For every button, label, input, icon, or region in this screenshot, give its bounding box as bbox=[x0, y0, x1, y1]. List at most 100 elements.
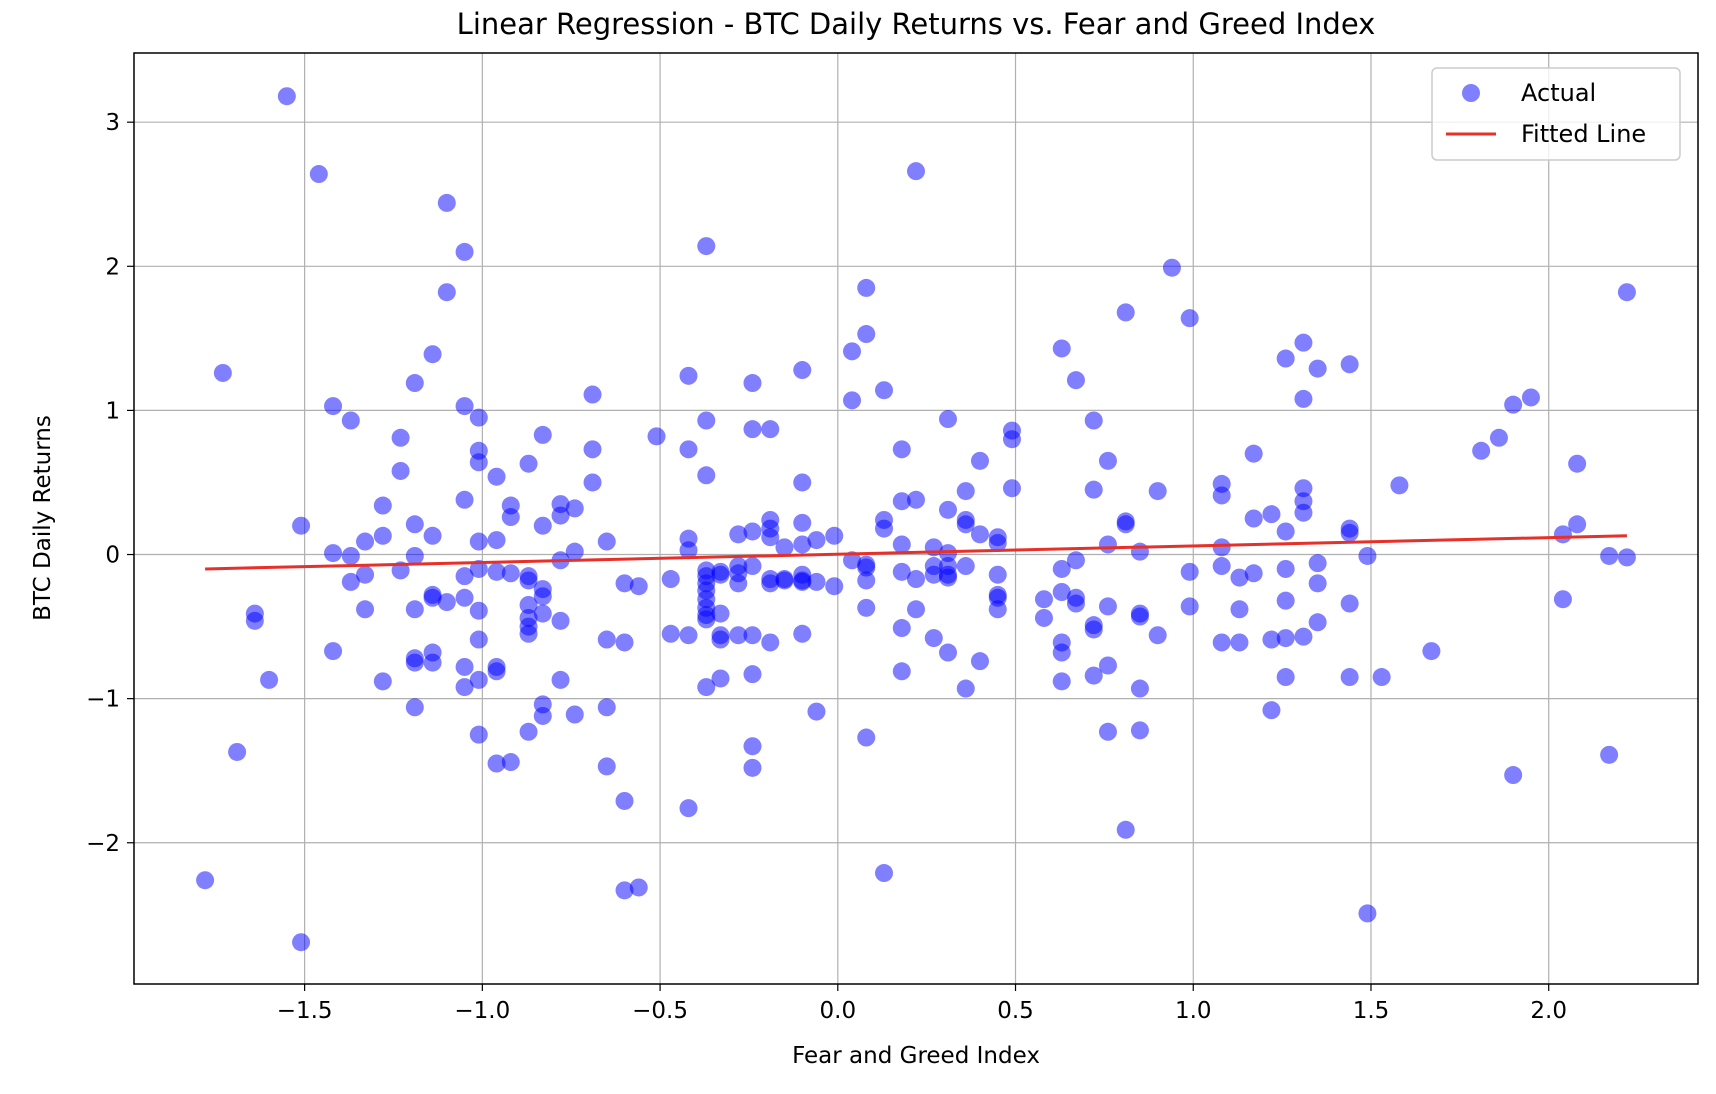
data-point bbox=[1052, 583, 1071, 601]
data-point bbox=[1372, 668, 1391, 687]
data-point bbox=[324, 544, 343, 563]
data-point bbox=[324, 397, 343, 416]
data-point bbox=[761, 528, 780, 547]
y-tick-label: 1 bbox=[105, 398, 120, 424]
data-point bbox=[1180, 562, 1199, 581]
plot-frame bbox=[133, 52, 1699, 985]
data-point bbox=[793, 535, 812, 554]
data-point bbox=[1212, 557, 1231, 576]
data-point bbox=[1600, 745, 1619, 764]
data-point bbox=[857, 571, 876, 590]
x-tick-label: −1.0 bbox=[454, 998, 510, 1024]
data-point bbox=[1180, 597, 1199, 616]
data-point bbox=[793, 572, 812, 591]
data-point bbox=[437, 593, 456, 612]
data-point bbox=[373, 526, 392, 545]
data-point bbox=[455, 657, 474, 676]
data-point bbox=[1504, 395, 1523, 414]
data-point bbox=[455, 567, 474, 586]
data-point bbox=[907, 570, 925, 589]
data-point bbox=[1340, 355, 1359, 374]
scatter-points bbox=[196, 87, 1636, 952]
data-point bbox=[729, 574, 748, 593]
data-point bbox=[1358, 546, 1377, 565]
data-point bbox=[1098, 535, 1117, 554]
data-point bbox=[1262, 505, 1281, 524]
data-point bbox=[455, 678, 474, 697]
data-point bbox=[775, 571, 794, 590]
data-point bbox=[857, 278, 876, 297]
data-point bbox=[1052, 643, 1071, 662]
data-point bbox=[907, 162, 925, 181]
data-point bbox=[501, 564, 520, 583]
data-point bbox=[405, 546, 424, 565]
data-point bbox=[761, 574, 780, 593]
data-point bbox=[1276, 668, 1295, 687]
data-point bbox=[1230, 568, 1249, 587]
data-point bbox=[292, 516, 311, 535]
data-point bbox=[1340, 523, 1359, 542]
data-point bbox=[743, 420, 762, 439]
data-point bbox=[1130, 607, 1149, 626]
data-point bbox=[1084, 411, 1103, 430]
data-point bbox=[597, 757, 616, 776]
x-axis-label: Fear and Greed Index bbox=[792, 1043, 1040, 1069]
y-tick-label: 2 bbox=[105, 254, 120, 280]
data-point bbox=[423, 345, 442, 364]
x-axis-ticks: −1.5 −1.0 −0.5 0.0 0.5 1.0 1.5 2.0 bbox=[277, 984, 1567, 1024]
data-point bbox=[519, 454, 538, 473]
data-point bbox=[938, 500, 957, 519]
data-point bbox=[843, 551, 862, 570]
data-point bbox=[615, 881, 634, 900]
x-tick-label: 1.5 bbox=[1353, 998, 1390, 1024]
data-point bbox=[1066, 551, 1085, 570]
data-point bbox=[341, 546, 360, 565]
data-point bbox=[988, 565, 1007, 584]
data-point bbox=[775, 538, 794, 557]
data-point bbox=[1472, 441, 1491, 460]
data-point bbox=[907, 600, 925, 619]
data-point bbox=[924, 629, 943, 648]
data-point bbox=[807, 572, 826, 591]
y-tick-label: 0 bbox=[105, 543, 120, 569]
data-point bbox=[1034, 590, 1053, 609]
data-point bbox=[1600, 546, 1619, 565]
data-point bbox=[1276, 522, 1295, 541]
data-point bbox=[356, 565, 375, 584]
data-point bbox=[697, 610, 716, 629]
data-point bbox=[519, 571, 538, 590]
data-point bbox=[1294, 627, 1313, 646]
data-point bbox=[405, 374, 424, 393]
data-point bbox=[1276, 629, 1295, 648]
data-point bbox=[1244, 444, 1263, 463]
data-point bbox=[1294, 333, 1313, 352]
data-point bbox=[679, 541, 698, 560]
data-point bbox=[679, 440, 698, 459]
data-point bbox=[583, 440, 602, 459]
data-point bbox=[956, 557, 975, 576]
data-point bbox=[356, 532, 375, 551]
data-point bbox=[292, 933, 311, 952]
data-point bbox=[1244, 509, 1263, 528]
data-point bbox=[807, 531, 826, 550]
data-point bbox=[1308, 613, 1327, 632]
data-point bbox=[1262, 630, 1281, 649]
data-point bbox=[469, 630, 488, 649]
data-point bbox=[455, 588, 474, 607]
data-point bbox=[1098, 451, 1117, 470]
data-point bbox=[743, 737, 762, 756]
data-point bbox=[597, 532, 616, 551]
x-tick-label: 1.0 bbox=[1175, 998, 1212, 1024]
data-point bbox=[743, 758, 762, 777]
data-point bbox=[391, 428, 410, 447]
data-point bbox=[697, 237, 716, 256]
data-point bbox=[1162, 258, 1181, 277]
data-point bbox=[857, 598, 876, 617]
data-point bbox=[324, 642, 343, 661]
data-point bbox=[807, 702, 826, 721]
x-tick-label: 0.0 bbox=[820, 998, 857, 1024]
data-point bbox=[743, 557, 762, 576]
x-tick-label: −0.5 bbox=[632, 998, 688, 1024]
legend-actual-marker bbox=[1462, 84, 1480, 102]
